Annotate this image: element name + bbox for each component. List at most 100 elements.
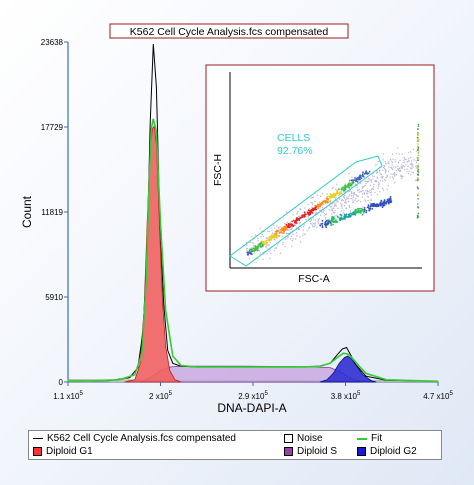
inset-dot: [326, 193, 328, 195]
inset-dot: [382, 153, 385, 155]
inset-dot: [282, 241, 284, 244]
inset-dot: [334, 209, 336, 212]
inset-dot: [271, 229, 273, 232]
inset-dot: [319, 204, 321, 207]
inset-dot: [268, 250, 270, 252]
inset-dot: [332, 207, 335, 210]
inset-dot: [417, 152, 419, 154]
inset-dot: [297, 228, 299, 230]
inset-dot: [394, 159, 396, 161]
inset-dot: [299, 236, 301, 238]
inset-dot: [364, 180, 367, 183]
inset-dot: [332, 221, 334, 223]
inset-dot: [371, 208, 374, 210]
inset-dot: [357, 189, 359, 192]
x-tick-label: 2.9 x105: [238, 391, 268, 401]
inset-dot: [387, 162, 389, 164]
inset-dot: [286, 221, 288, 224]
inset-dot: [380, 203, 382, 206]
inset-dot: [306, 230, 308, 232]
inset-dot: [353, 191, 356, 194]
inset-dot: [317, 222, 320, 224]
inset-dot: [261, 233, 264, 236]
inset-dot: [249, 241, 251, 244]
inset-dot: [311, 223, 313, 225]
inset-dot: [340, 210, 342, 212]
inset-dot: [365, 211, 368, 214]
legend-item-main: K562 Cell Cycle Analysis.fcs compensated: [33, 433, 236, 444]
inset-dot: [417, 193, 420, 195]
inset-dot: [410, 163, 412, 165]
inset-dot: [393, 172, 395, 175]
inset-dot: [417, 134, 419, 136]
inset-dot: [374, 164, 377, 166]
legend-label-s: Diploid S: [297, 446, 338, 457]
inset-dot: [253, 247, 256, 250]
inset-dot: [378, 183, 380, 185]
inset-dot: [373, 183, 375, 186]
inset-dot: [279, 252, 282, 254]
inset-dot: [344, 186, 347, 189]
inset-dot: [354, 177, 356, 179]
inset-dot: [286, 211, 288, 213]
inset-dot: [292, 233, 294, 235]
inset-dot: [249, 252, 252, 255]
inset-dot: [251, 242, 253, 244]
inset-dot: [276, 225, 278, 227]
inset-dot: [265, 237, 268, 240]
inset-dot: [308, 217, 310, 219]
inset-dot: [332, 194, 334, 196]
inset-dot: [296, 232, 298, 234]
inset-dot: [364, 189, 367, 192]
inset-dot: [370, 194, 372, 196]
inset-dot: [388, 163, 390, 165]
inset-dot: [308, 226, 311, 229]
inset-dot: [324, 220, 327, 223]
inset-dot: [356, 207, 359, 210]
inset-dot: [270, 235, 273, 237]
inset-dot: [380, 174, 382, 176]
inset-dot: [410, 151, 412, 153]
inset-dot: [357, 176, 360, 179]
inset-dot: [296, 235, 298, 237]
inset-dot: [405, 164, 407, 166]
inset-dot: [350, 197, 352, 200]
x-axis-label: DNA-DAPI-A: [217, 401, 286, 415]
inset-dot: [336, 221, 339, 224]
inset-dot: [364, 199, 366, 201]
inset-dot: [348, 173, 350, 175]
inset-dot: [343, 205, 346, 207]
inset-dot: [335, 205, 337, 207]
inset-dot: [377, 181, 380, 184]
inset-dot: [378, 185, 380, 187]
inset-dot: [355, 198, 357, 200]
legend-item-g1: Diploid G1: [33, 446, 93, 457]
inset-dot: [346, 198, 348, 200]
inset-dot: [417, 125, 420, 127]
inset-dot: [397, 147, 399, 149]
inset-dot: [361, 174, 364, 177]
inset-dot: [278, 235, 280, 237]
inset-dot: [356, 200, 358, 203]
inset-dot: [415, 160, 417, 162]
inset-dot: [265, 240, 268, 243]
inset-dot: [304, 234, 306, 236]
inset-dot: [408, 170, 410, 172]
inset-dot: [409, 167, 412, 169]
inset-dot: [267, 230, 269, 232]
inset-dot: [317, 218, 319, 221]
s-swatch-icon: [284, 447, 293, 456]
inset-dot: [369, 189, 371, 191]
inset-dot: [417, 216, 420, 218]
inset-dot: [317, 204, 320, 207]
inset-dot: [350, 194, 353, 197]
inset-dot: [246, 250, 248, 252]
inset-dot: [274, 227, 276, 229]
inset-dot: [418, 163, 420, 165]
inset-dot: [320, 223, 323, 225]
inset-dot: [293, 223, 295, 225]
inset-dot: [313, 225, 316, 228]
y-tick-label: 5910: [45, 293, 63, 302]
inset-dot: [387, 199, 389, 202]
inset-dot: [336, 183, 338, 185]
